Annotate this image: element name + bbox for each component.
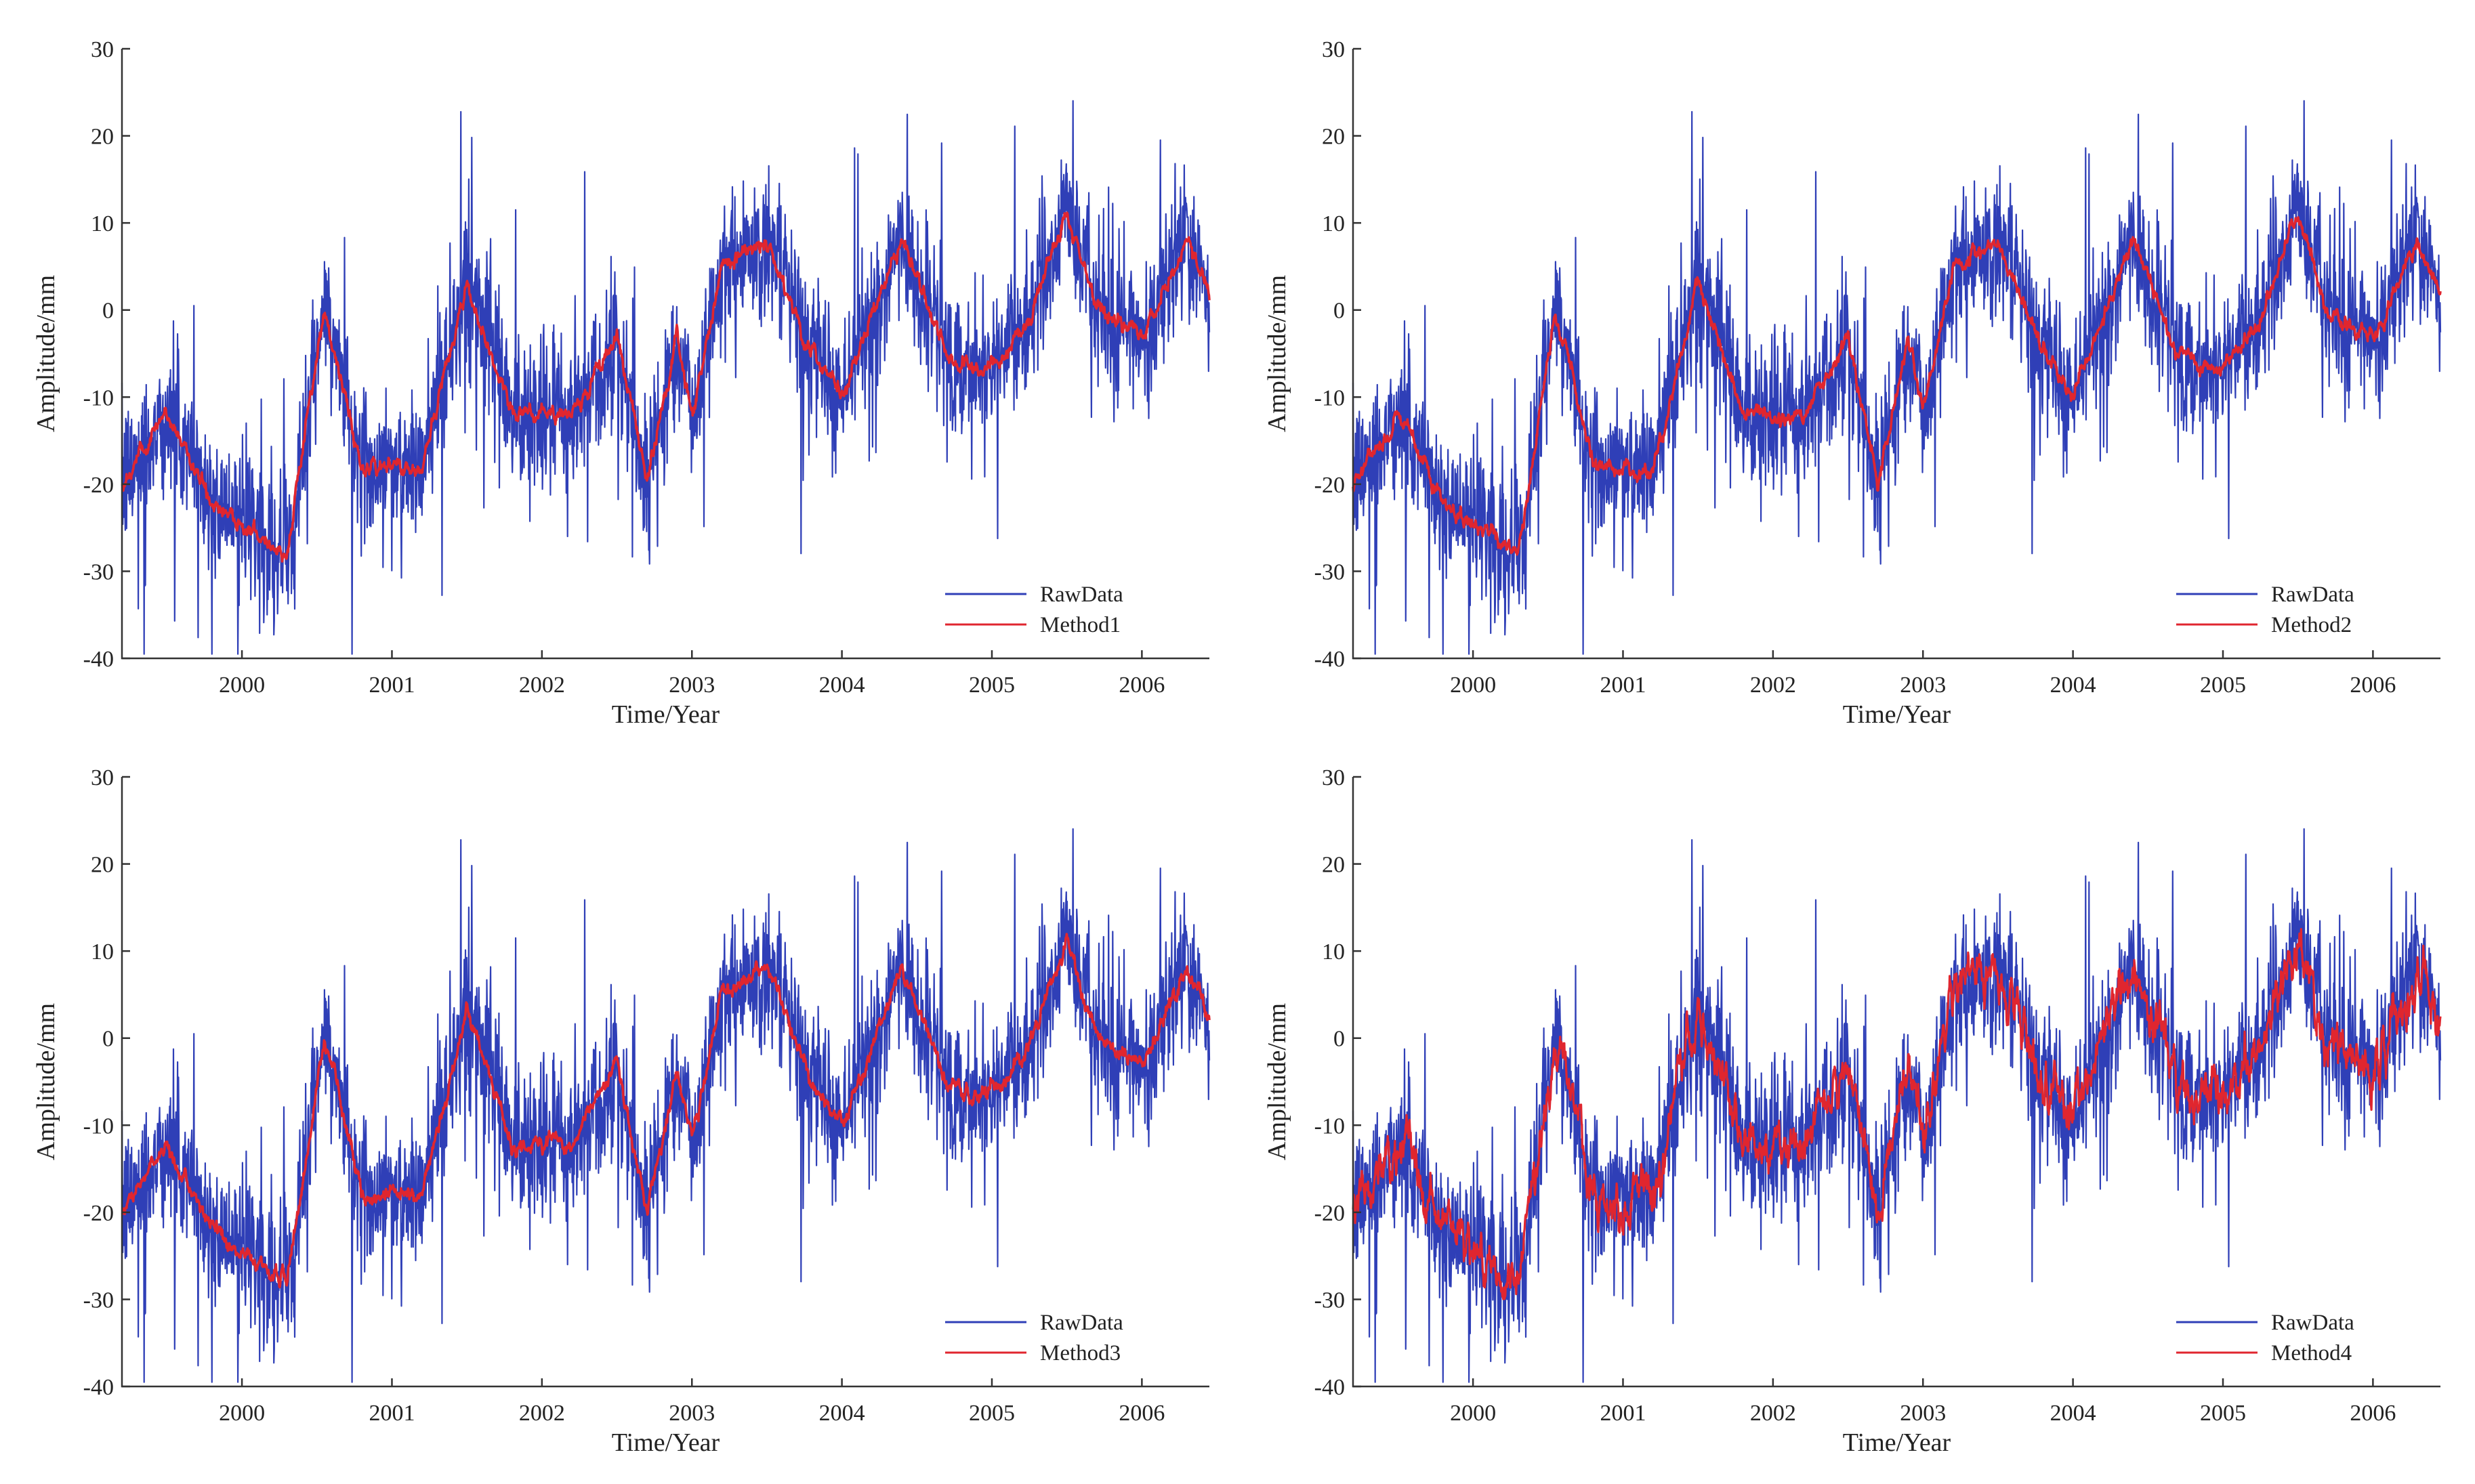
y-tick-label: -20 [83,1201,114,1226]
x-tick-label: 2006 [2350,1401,2396,1426]
y-tick-label: 10 [91,211,114,236]
chart-panel-3: 30 20 10 0 -10 -20 -30 -40 2000 2001 2002 2003 2004 2… [32,765,1211,1457]
legend-label-rawdata: RawData [2271,582,2354,607]
y-axis-label: Amplitude/mm [32,275,60,432]
y-tick-label: 20 [91,853,114,878]
series-line-method1 [121,211,1211,563]
y-tick-label: 30 [1322,37,1345,62]
y-tick-label: 0 [1333,1027,1345,1052]
x-tick-label: 2000 [1450,673,1496,698]
series-line-method2 [1352,216,2442,556]
x-axis-label: Time/Year [612,1428,720,1457]
x-axis-label: Time/Year [1843,700,1951,729]
series-line-rawdata [121,828,1211,1383]
chart-panel-4: 30 20 10 0 -10 -20 -30 -40 2000 2001 2002 2003 2004 2… [1263,765,2442,1457]
x-tick-label: 2005 [969,1401,1015,1426]
x-tick-label: 2003 [1900,1401,1946,1426]
y-tick-label: 10 [1322,211,1345,236]
x-tick-label: 2005 [969,673,1015,698]
y-tick-label: -10 [1314,1114,1345,1139]
y-axis-label: Amplitude/mm [32,1003,60,1160]
y-axis-label: Amplitude/mm [1263,275,1291,432]
x-tick-label: 2002 [519,1401,565,1426]
y-tick-label: -20 [83,473,114,498]
x-tick-label: 2005 [2200,1401,2246,1426]
y-tick-label: 20 [1322,125,1345,150]
x-tick-label: 2002 [1750,673,1796,698]
x-tick-label: 2004 [819,673,865,698]
chart-panel-2: 30 20 10 0 -10 -20 -30 -40 2000 2001 2002 2003 2004 2… [1263,37,2442,729]
y-tick-label: 10 [1322,939,1345,964]
x-tick-label: 2000 [219,1401,265,1426]
y-tick-label: -10 [1314,385,1345,410]
y-tick-label: -40 [1314,647,1345,672]
x-tick-label: 2006 [1119,1401,1165,1426]
y-tick-label: -10 [83,385,114,410]
y-tick-label: -30 [83,1288,114,1313]
y-tick-label: 0 [102,299,114,324]
legend-label-method3: Method3 [1040,1341,1121,1365]
y-tick-label: 0 [1333,299,1345,324]
series-line-rawdata [1352,100,2442,655]
y-tick-label: 0 [102,1027,114,1052]
legend-label-rawdata: RawData [1040,1311,1123,1335]
y-tick-label: 30 [91,37,114,62]
y-tick-label: 30 [91,765,114,790]
x-tick-label: 2003 [1900,673,1946,698]
y-tick-label: -20 [1314,1201,1345,1226]
y-tick-label: 20 [1322,853,1345,878]
y-tick-label: -30 [83,559,114,585]
x-tick-label: 2002 [1750,1401,1796,1426]
x-tick-label: 2003 [669,673,715,698]
y-tick-label: -20 [1314,473,1345,498]
y-tick-label: -30 [1314,559,1345,585]
y-tick-label: -40 [83,1375,114,1400]
x-axis-label: Time/Year [1843,1428,1951,1457]
series-line-rawdata [121,100,1211,655]
x-tick-label: 2006 [2350,673,2396,698]
y-tick-label: -40 [1314,1375,1345,1400]
x-tick-label: 2001 [369,673,415,698]
x-tick-label: 2000 [219,673,265,698]
x-axis-label: Time/Year [612,700,720,729]
x-tick-label: 2001 [1600,1401,1646,1426]
x-tick-label: 2003 [669,1401,715,1426]
x-tick-label: 2000 [1450,1401,1496,1426]
x-tick-label: 2004 [2050,673,2096,698]
y-tick-label: -30 [1314,1288,1345,1313]
y-axis-label: Amplitude/mm [1263,1003,1291,1160]
y-tick-label: 10 [91,939,114,964]
y-tick-label: -10 [83,1114,114,1139]
x-tick-label: 2004 [2050,1401,2096,1426]
series-line-rawdata [1352,828,2442,1383]
y-tick-label: 30 [1322,765,1345,790]
legend-label-method2: Method2 [2271,613,2352,637]
x-tick-label: 2001 [369,1401,415,1426]
x-tick-label: 2001 [1600,673,1646,698]
x-tick-label: 2006 [1119,673,1165,698]
chart-panel-1: 30 20 10 0 -10 -20 -30 -40 2000 2001 2002 2003 2004 2… [32,37,1211,729]
series-line-method4 [1352,928,2442,1300]
x-tick-label: 2004 [819,1401,865,1426]
legend-label-method4: Method4 [2271,1341,2352,1365]
series-line-method3 [121,933,1211,1289]
legend-label-rawdata: RawData [1040,582,1123,607]
y-tick-label: -40 [83,647,114,672]
x-tick-label: 2005 [2200,673,2246,698]
legend-label-rawdata: RawData [2271,1311,2354,1335]
x-tick-label: 2002 [519,673,565,698]
y-tick-label: 20 [91,125,114,150]
legend-label-method1: Method1 [1040,613,1121,637]
